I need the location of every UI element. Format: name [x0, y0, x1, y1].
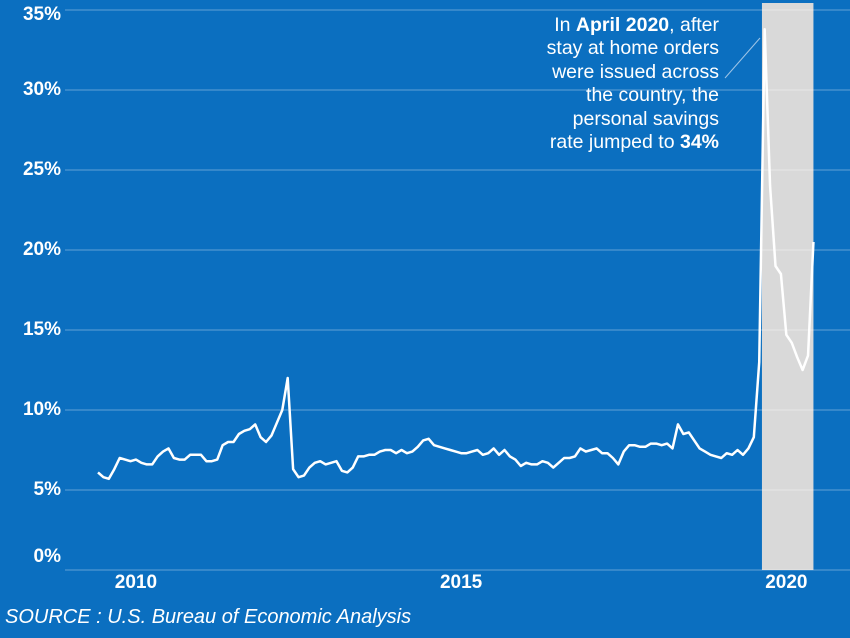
annotation-text: stay at home orders — [546, 37, 719, 60]
y-tick-label: 15% — [23, 319, 61, 340]
y-tick-label: 25% — [23, 159, 61, 180]
annotation-line: In April 2020, after — [440, 14, 719, 37]
y-tick-label: 5% — [34, 479, 62, 500]
annotation-line: personal savings — [440, 108, 719, 131]
y-tick-label: 35% — [23, 4, 61, 25]
annotation-connector — [724, 37, 761, 79]
annotation-text: , after — [669, 14, 719, 36]
savings-rate-line — [97, 27, 815, 481]
annotation-text: the country, the — [586, 84, 719, 107]
annotation-text: personal savings — [572, 107, 719, 130]
annotation: In April 2020, after stay at home orders w… — [440, 14, 719, 154]
annotation-emphasis: 34% — [679, 131, 719, 154]
annotation-text: rate jumped to — [549, 131, 680, 154]
x-tick-label: 2015 — [440, 572, 483, 593]
annotation-line: stay at home orders — [440, 37, 719, 60]
y-tick-label: 20% — [23, 239, 61, 260]
annotation-line: were issued across — [440, 61, 719, 84]
annotation-text: were issued across — [552, 60, 719, 83]
x-tick-label: 2010 — [115, 572, 157, 593]
x-tick-label: 2020 — [765, 572, 807, 593]
annotation-line: the country, the — [440, 84, 719, 107]
annotation-text: In — [554, 14, 576, 36]
shaded-period — [761, 3, 814, 570]
annotation-line: rate jumped to 34% — [440, 131, 719, 154]
y-tick-label: 0% — [34, 546, 62, 567]
y-tick-label: 10% — [23, 399, 61, 420]
annotation-emphasis: April 2020 — [575, 14, 670, 36]
y-tick-label: 30% — [23, 79, 61, 100]
source: SOURCE : U.S. Bureau of Economic Analysi… — [5, 606, 412, 628]
